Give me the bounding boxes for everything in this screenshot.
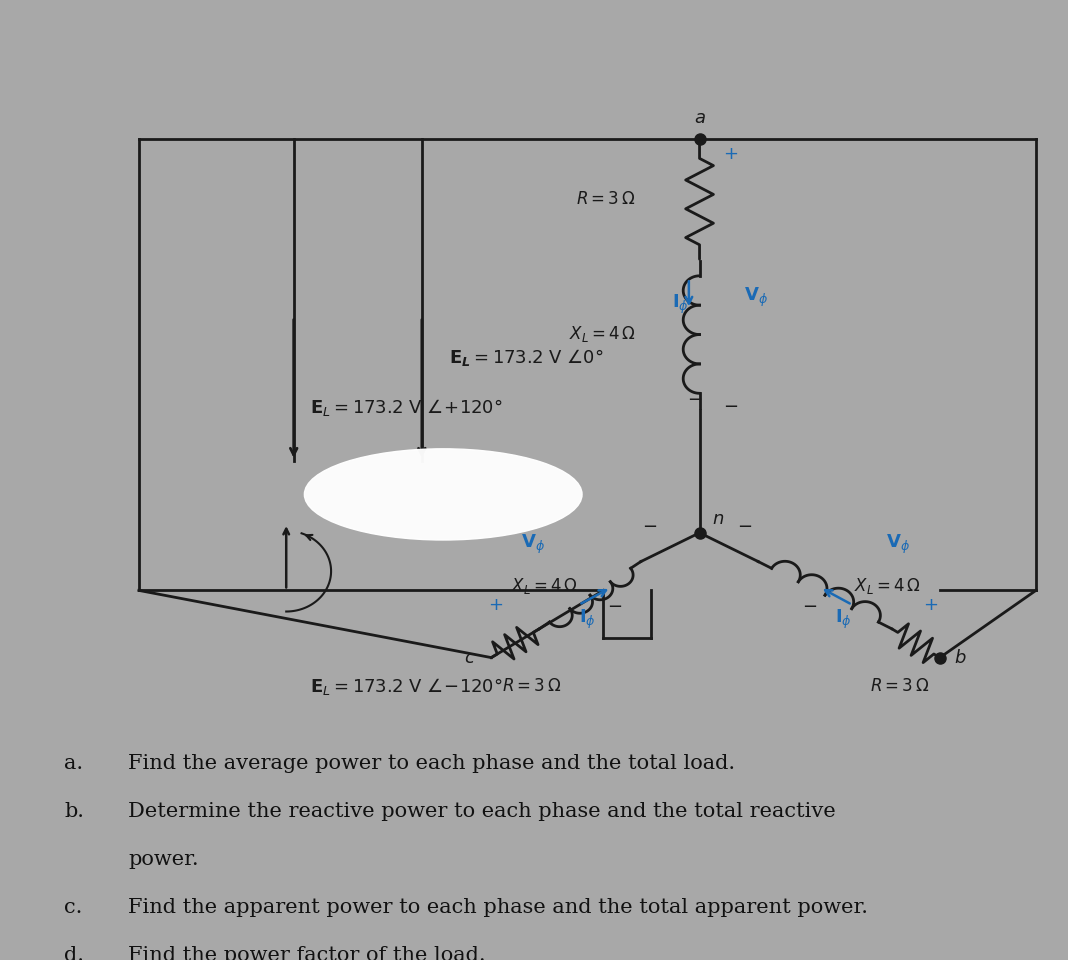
Text: $R = 3\,\Omega$: $R = 3\,\Omega$ [576,190,635,207]
Text: $\mathbf{I}_\phi$: $\mathbf{I}_\phi$ [579,608,596,631]
Text: $\mathbf{V}_\phi$: $\mathbf{V}_\phi$ [744,286,768,309]
Text: a.: a. [64,754,83,773]
Text: $-$: $-$ [802,596,817,613]
Text: $a$: $a$ [693,108,706,127]
Text: $R = 3\,\Omega$: $R = 3\,\Omega$ [502,677,562,695]
Text: $-$: $-$ [607,596,622,613]
Text: $\mathbf{I}_\phi$: $\mathbf{I}_\phi$ [835,608,852,631]
Text: d.: d. [64,946,84,960]
Ellipse shape [304,449,582,540]
Text: $+$: $+$ [488,596,503,613]
Text: c.: c. [64,898,82,917]
Text: $-$: $-$ [737,516,752,534]
Text: $b$: $b$ [954,649,967,666]
Text: power.: power. [128,850,199,869]
Text: $n$: $n$ [712,510,724,528]
Text: $-$: $-$ [687,390,702,407]
Text: $\mathbf{V}_\phi$: $\mathbf{V}_\phi$ [521,533,545,556]
Text: $\mathbf{V}_\phi$: $\mathbf{V}_\phi$ [886,533,910,556]
Text: $X_L = 4\,\Omega$: $X_L = 4\,\Omega$ [568,324,635,344]
Text: $\mathbf{E}_{L}$$= 173.2\ \mathrm{V}\ \angle\!-\!120°$: $\mathbf{E}_{L}$$= 173.2\ \mathrm{V}\ \a… [310,676,502,697]
Text: $-$: $-$ [723,396,738,414]
Text: $+$: $+$ [723,145,738,162]
Text: $X_L = 4\,\Omega$: $X_L = 4\,\Omega$ [511,576,578,595]
Text: Find the power factor of the load.: Find the power factor of the load. [128,946,486,960]
Text: Find the average power to each phase and the total load.: Find the average power to each phase and… [128,754,735,773]
Text: $+$: $+$ [923,596,938,613]
Text: b.: b. [64,802,84,821]
Text: $c$: $c$ [464,649,475,666]
Text: Find the apparent power to each phase and the total apparent power.: Find the apparent power to each phase an… [128,898,868,917]
Text: $\mathbf{I}_\phi$: $\mathbf{I}_\phi$ [672,293,689,316]
Text: $-$: $-$ [642,516,657,534]
Text: $X_L = 4\,\Omega$: $X_L = 4\,\Omega$ [853,576,921,595]
Text: Determine the reactive power to each phase and the total reactive: Determine the reactive power to each pha… [128,802,836,821]
Text: $\mathbf{E}_{L}$$= 173.2\ \mathrm{V}\ \angle\!+\!120°$: $\mathbf{E}_{L}$$= 173.2\ \mathrm{V}\ \a… [310,397,502,419]
Text: $R = 3\,\Omega$: $R = 3\,\Omega$ [869,677,929,695]
Text: $\mathbf{E}_{\boldsymbol{L}}$$= 173.2\ \mathrm{V}\ \angle 0°$: $\mathbf{E}_{\boldsymbol{L}}$$= 173.2\ \… [449,347,603,368]
FancyBboxPatch shape [0,739,1068,960]
